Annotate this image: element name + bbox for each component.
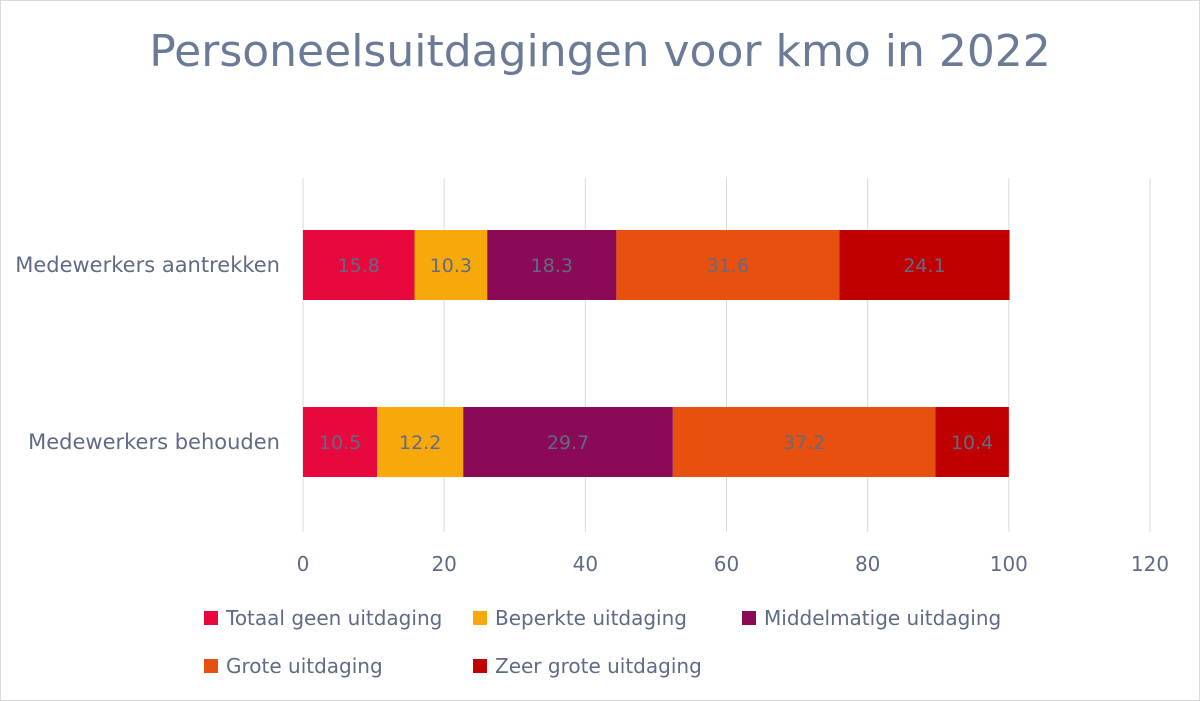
bar-segment bbox=[377, 407, 464, 477]
bar-segment bbox=[839, 230, 1010, 300]
bar-segment bbox=[463, 407, 673, 477]
x-tick-label: 20 bbox=[431, 552, 456, 576]
legend-item: Grote uitdaging bbox=[204, 654, 383, 678]
legend-swatch bbox=[473, 611, 487, 625]
legend-item: Beperkte uitdaging bbox=[473, 606, 687, 630]
data-label: 18.3 bbox=[531, 255, 573, 277]
legend-label: Grote uitdaging bbox=[226, 654, 383, 678]
bar-segment bbox=[303, 230, 415, 300]
category-label: Medewerkers behouden bbox=[28, 430, 280, 454]
x-tick-label: 80 bbox=[855, 552, 880, 576]
chart-title: Personeelsuitdagingen voor kmo in 2022 bbox=[149, 26, 1051, 77]
x-tick-label: 40 bbox=[573, 552, 598, 576]
data-label: 37.2 bbox=[783, 432, 825, 454]
legend-swatch bbox=[204, 659, 218, 673]
x-tick-label: 60 bbox=[714, 552, 739, 576]
legend-swatch bbox=[204, 611, 218, 625]
legend-item: Middelmatige uitdaging bbox=[742, 606, 1001, 630]
bar-segment bbox=[303, 407, 378, 477]
category-label: Medewerkers aantrekken bbox=[15, 253, 280, 277]
data-label: 24.1 bbox=[903, 255, 945, 277]
legend-label: Zeer grote uitdaging bbox=[495, 654, 702, 678]
data-label: 31.6 bbox=[707, 255, 749, 277]
bar-segment bbox=[616, 230, 840, 300]
bar-segment bbox=[414, 230, 488, 300]
x-tick-label: 120 bbox=[1131, 552, 1169, 576]
data-label: 15.8 bbox=[338, 255, 380, 277]
legend-label: Totaal geen uitdaging bbox=[226, 606, 443, 630]
bar-segment bbox=[487, 230, 617, 300]
legend-label: Middelmatige uitdaging bbox=[764, 606, 1002, 630]
data-label: 12.2 bbox=[399, 432, 441, 454]
data-label: 10.3 bbox=[430, 255, 472, 277]
x-tick-label: 0 bbox=[297, 552, 310, 576]
legend-item: Totaal geen uitdaging bbox=[204, 606, 442, 630]
legend-item: Zeer grote uitdaging bbox=[473, 654, 702, 678]
legend-label: Beperkte uitdaging bbox=[495, 606, 687, 630]
x-tick-label: 100 bbox=[990, 552, 1028, 576]
bar-segment bbox=[672, 407, 936, 477]
data-label: 10.4 bbox=[951, 432, 993, 454]
data-label: 10.5 bbox=[319, 432, 361, 454]
data-label: 29.7 bbox=[547, 432, 589, 454]
legend-swatch bbox=[473, 659, 487, 673]
bar-segment bbox=[935, 407, 1009, 477]
legend-swatch bbox=[742, 611, 756, 625]
